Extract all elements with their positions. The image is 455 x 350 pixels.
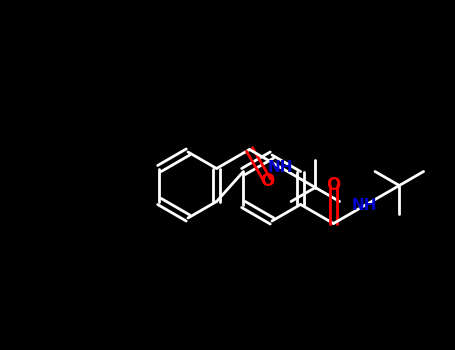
Text: NH: NH <box>352 198 377 213</box>
Text: O: O <box>326 176 341 195</box>
Text: NH: NH <box>268 160 293 175</box>
Text: O: O <box>260 172 275 190</box>
